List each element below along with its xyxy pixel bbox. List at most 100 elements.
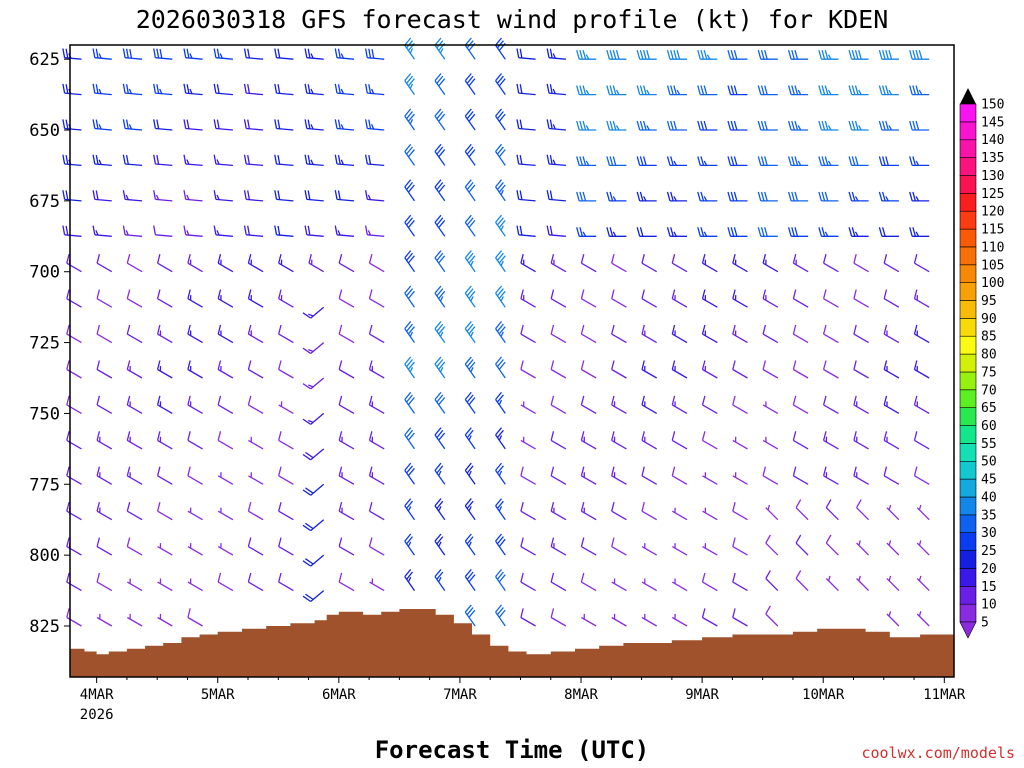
wind-barb xyxy=(909,156,930,167)
barb-feather xyxy=(438,149,446,158)
barb-feather xyxy=(404,285,412,294)
barb-feather xyxy=(848,50,853,60)
barb-feather xyxy=(498,506,503,512)
wind-barb xyxy=(701,395,718,414)
barb-shaft xyxy=(793,368,809,379)
barb-feather xyxy=(468,397,476,406)
barb-shaft xyxy=(550,298,567,308)
barb-shaft xyxy=(246,163,264,167)
wind-barb xyxy=(606,156,627,167)
barb-feather xyxy=(582,50,587,60)
wind-barb xyxy=(546,225,566,237)
wind-barb xyxy=(611,537,627,556)
barb-feather xyxy=(156,84,160,94)
colorbar-swatch xyxy=(959,353,977,373)
barb-feather xyxy=(468,506,472,512)
wind-barb xyxy=(302,342,325,355)
barb-feather xyxy=(464,462,472,471)
barb-shaft xyxy=(278,333,294,344)
wind-barb xyxy=(126,324,143,344)
barb-feather xyxy=(851,156,856,166)
barb-feather xyxy=(464,604,472,613)
barb-feather xyxy=(883,254,888,264)
barb-feather xyxy=(434,533,442,542)
wind-barb xyxy=(550,360,567,379)
wind-barb xyxy=(92,154,112,167)
wind-barb xyxy=(762,289,779,308)
barb-feather xyxy=(609,85,614,95)
wind-barb xyxy=(853,466,869,485)
wind-barb xyxy=(916,540,930,556)
barb-shaft xyxy=(853,298,869,308)
barb-feather xyxy=(732,572,736,583)
wind-barb xyxy=(666,156,687,167)
barb-feather xyxy=(666,227,671,237)
wind-barb xyxy=(404,533,416,556)
barb-shaft xyxy=(434,363,446,379)
barb-shaft xyxy=(464,115,476,131)
colorbar-label: 135 xyxy=(981,151,1004,166)
barb-feather xyxy=(434,462,442,471)
wind-barb xyxy=(404,498,416,521)
barb-feather xyxy=(186,48,190,59)
barb-feather xyxy=(912,227,917,237)
barb-feather xyxy=(496,394,504,403)
wind-barb xyxy=(434,108,446,131)
barb-feather xyxy=(337,119,341,129)
colorbar-label: 30 xyxy=(981,526,997,541)
wind-barb xyxy=(404,250,416,273)
colorbar-swatch xyxy=(959,514,977,533)
barb-feather xyxy=(500,260,504,266)
barb-feather xyxy=(274,119,278,129)
wind-barb xyxy=(153,83,173,96)
barb-shaft xyxy=(550,616,567,627)
barb-feather xyxy=(824,85,829,95)
barb-feather xyxy=(406,288,414,297)
wind-barb xyxy=(792,324,809,344)
barb-feather xyxy=(858,575,861,581)
wind-barb xyxy=(520,360,536,379)
barb-feather xyxy=(498,113,506,122)
barb-feather xyxy=(338,395,343,406)
barb-feather xyxy=(62,48,66,58)
wind-barb xyxy=(611,289,627,308)
barb-shaft xyxy=(883,475,900,485)
colorbar-bottom-arrow xyxy=(959,621,977,639)
wind-barb xyxy=(732,572,748,592)
x-tick-label: 7MAR xyxy=(443,687,477,703)
wind-barb xyxy=(464,533,476,556)
barb-feather xyxy=(305,451,314,459)
barb-feather xyxy=(406,359,414,368)
barb-shaft xyxy=(732,581,748,592)
barb-feather xyxy=(436,465,444,474)
barb-feather xyxy=(636,120,641,131)
wind-barb xyxy=(304,154,324,167)
barb-feather xyxy=(434,320,442,330)
barb-feather xyxy=(334,83,338,94)
barb-feather xyxy=(464,37,472,46)
barb-feather xyxy=(368,360,373,370)
barb-feather xyxy=(368,254,373,264)
barb-feather xyxy=(582,120,587,131)
wind-barb xyxy=(787,85,809,96)
barb-feather xyxy=(498,470,503,476)
barb-feather xyxy=(516,48,520,58)
colorbar-swatch xyxy=(959,371,977,391)
wind-barb xyxy=(913,324,930,344)
barb-shaft xyxy=(520,510,536,521)
wind-barb xyxy=(364,119,385,131)
barb-feather xyxy=(760,156,765,166)
wind-barb xyxy=(247,537,264,556)
barb-feather xyxy=(307,225,311,236)
y-tick-label: 800 xyxy=(29,546,60,566)
barb-feather xyxy=(915,85,920,95)
wind-barb xyxy=(96,254,113,273)
barb-feather xyxy=(791,156,795,166)
wind-barb xyxy=(757,156,778,167)
barb-shaft xyxy=(66,475,82,485)
wind-barb xyxy=(732,360,748,379)
wind-barb xyxy=(762,401,779,414)
barb-feather xyxy=(671,360,676,370)
barb-feather xyxy=(334,225,338,235)
barb-feather xyxy=(606,85,611,95)
